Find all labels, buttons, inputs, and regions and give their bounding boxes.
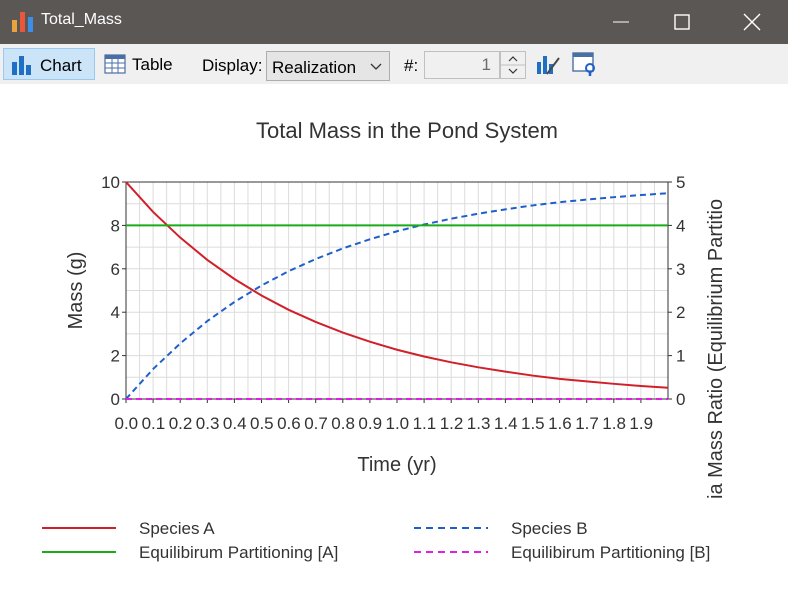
legend-entry-label: Species B xyxy=(511,519,588,538)
y-tick-label: 10 xyxy=(101,173,120,192)
chart-properties-icon[interactable] xyxy=(572,51,598,77)
chart-area: Total Mass in the Pond System 0 2 4 6 8 10 0 1 2 3… xyxy=(0,84,788,585)
window-title: Total_Mass xyxy=(41,11,122,28)
y-tick-label: 8 xyxy=(111,216,120,235)
x-tick-label: 0.4 xyxy=(223,414,247,433)
y2-tick-label: 0 xyxy=(676,390,685,409)
minimize-button[interactable] xyxy=(591,0,651,44)
chart-svg: Total Mass in the Pond System 0 2 4 6 8 10 0 1 2 3… xyxy=(42,118,727,562)
x-tick-label: 1.7 xyxy=(575,414,599,433)
title-bar: Total_Mass xyxy=(0,0,788,44)
x-tick-label: 0.3 xyxy=(196,414,220,433)
realization-number-label: #: xyxy=(404,56,419,75)
table-icon xyxy=(104,54,126,74)
display-label: Display: xyxy=(202,56,263,75)
legend-entry-label: Species A xyxy=(139,519,215,538)
y2-tick-label: 4 xyxy=(676,216,685,235)
x-tick-label: 0.1 xyxy=(142,414,166,433)
display-select[interactable]: Realization xyxy=(266,51,390,81)
y2-tick-label: 5 xyxy=(676,173,685,192)
y-tick-label: 6 xyxy=(111,260,120,279)
table-view-label: Table xyxy=(132,55,173,74)
series-line-species-a xyxy=(125,181,669,389)
x-tick-label: 1.9 xyxy=(629,414,653,433)
display-select-value: Realization xyxy=(272,58,357,77)
x-tick-label: 0.9 xyxy=(358,414,382,433)
close-icon xyxy=(743,13,761,31)
legend-entry-label: Equilibirum Partitioning [A] xyxy=(139,543,338,562)
table-view-button[interactable]: Table xyxy=(100,48,180,80)
x-tick-label: 1.6 xyxy=(548,414,572,433)
chart-title: Total Mass in the Pond System xyxy=(256,118,558,143)
y-tick-label: 0 xyxy=(111,390,120,409)
chart-view-label: Chart xyxy=(40,56,82,75)
close-button[interactable] xyxy=(722,0,782,44)
x-tick-label: 1.8 xyxy=(602,414,626,433)
series-line-species-b xyxy=(125,192,669,400)
legend-entry-label: Equilibirum Partitioning [B] xyxy=(511,543,710,562)
y2-tick-label: 1 xyxy=(676,347,685,366)
x-tick-label: 0.2 xyxy=(169,414,193,433)
realization-number-spinner[interactable] xyxy=(500,51,526,79)
x-tick-label: 0.7 xyxy=(304,414,328,433)
chart-app-icon xyxy=(12,12,34,32)
x-tick-label: 1.3 xyxy=(467,414,491,433)
x-tick-label: 0.0 xyxy=(115,414,139,433)
x-tick-label: 1.1 xyxy=(413,414,437,433)
y2-axis-label: ia Mass Ratio (Equilibrium Partitio xyxy=(705,199,727,499)
maximize-icon xyxy=(674,14,690,30)
x-tick-label: 0.8 xyxy=(331,414,355,433)
x-tick-label: 1.0 xyxy=(386,414,410,433)
maximize-button[interactable] xyxy=(652,0,712,44)
chevron-down-icon xyxy=(370,63,382,70)
spinner-arrows-icon xyxy=(501,56,525,74)
minimize-icon xyxy=(613,21,629,23)
chart-style-icon[interactable] xyxy=(535,52,561,76)
y-axis-label: Mass (g) xyxy=(65,252,87,330)
y2-tick-label: 2 xyxy=(676,303,685,322)
x-tick-label: 1.4 xyxy=(494,414,518,433)
x-axis-label: Time (yr) xyxy=(357,454,436,476)
y-tick-label: 2 xyxy=(111,347,120,366)
x-tick-label: 1.5 xyxy=(521,414,545,433)
chart-view-button[interactable]: Chart xyxy=(3,48,95,80)
x-tick-label: 0.6 xyxy=(277,414,301,433)
x-tick-label: 1.2 xyxy=(440,414,464,433)
toolbar: Chart Table Display: #: xyxy=(0,44,788,84)
bar-chart-icon xyxy=(12,56,31,75)
y-tick-label: 4 xyxy=(111,303,120,322)
y2-tick-label: 3 xyxy=(676,260,685,279)
realization-number-input[interactable]: 1 xyxy=(424,51,500,79)
x-tick-label: 0.5 xyxy=(250,414,274,433)
